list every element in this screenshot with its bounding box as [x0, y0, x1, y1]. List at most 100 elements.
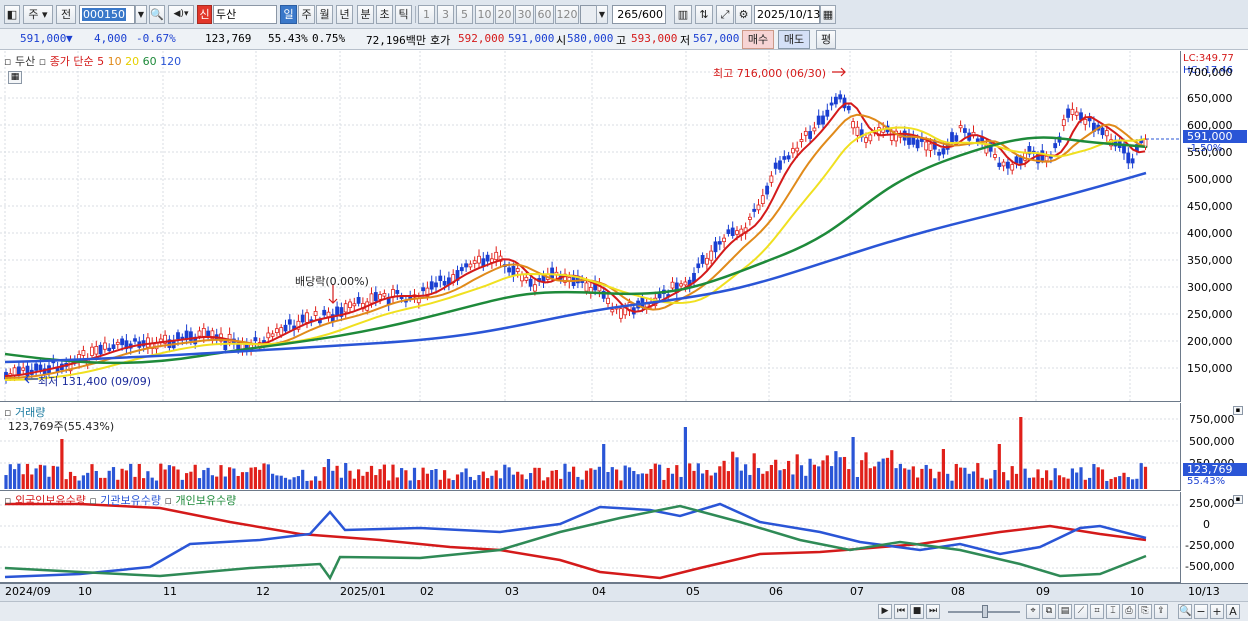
- candle-body: [1130, 158, 1135, 164]
- zoom-slider-thumb[interactable]: [982, 605, 988, 618]
- scroll-right-icon[interactable]: ▶: [878, 604, 892, 619]
- candle-body: [855, 126, 860, 136]
- code-dropdown-icon[interactable]: ▼: [135, 5, 147, 24]
- legend-bullet-icon: ▫: [4, 55, 12, 68]
- interval-1-button[interactable]: 1: [418, 5, 435, 24]
- volume-bar: [1023, 468, 1027, 489]
- volume-bar: [4, 475, 8, 489]
- institution-holdings-line: [4, 502, 1147, 579]
- tool-grid-icon[interactable]: ▤: [1058, 604, 1072, 619]
- holdings-chart[interactable]: [0, 492, 1180, 582]
- candle-body: [133, 338, 137, 342]
- volume-bar: [516, 471, 520, 489]
- volume-bar: [812, 464, 816, 489]
- candle-body: [352, 303, 357, 307]
- volume-bar: [64, 479, 68, 489]
- sell-button[interactable]: 매도: [778, 30, 810, 49]
- calendar-icon[interactable]: ▦: [820, 5, 836, 24]
- scroll-first-icon[interactable]: ⏮: [894, 604, 908, 619]
- search-icon[interactable]: 🔍: [149, 5, 165, 24]
- buy-button[interactable]: 매수: [742, 30, 774, 49]
- zoom-out-icon[interactable]: −: [1194, 604, 1208, 619]
- candle-body: [795, 147, 800, 152]
- zoom-in-icon[interactable]: +: [1210, 604, 1224, 619]
- volume-bar: [855, 476, 859, 489]
- tool-print-icon[interactable]: ⎙: [1122, 604, 1136, 619]
- tool-export-icon[interactable]: ⇪: [1154, 604, 1168, 619]
- interval-10-button[interactable]: 10: [475, 5, 494, 24]
- volume-bar: [185, 473, 189, 489]
- candle-body: [421, 287, 426, 292]
- legend-bullet-icon: ▫: [89, 494, 97, 507]
- tool-crosshair-icon[interactable]: ⌖: [1026, 604, 1040, 619]
- candle-body: [81, 350, 86, 356]
- period-day-button[interactable]: 일: [280, 5, 297, 24]
- volume-bar: [271, 473, 275, 489]
- volume-bar: [477, 475, 481, 489]
- date-input[interactable]: 2025/10/13: [754, 5, 820, 24]
- tool-label-icon[interactable]: ⌶: [1106, 604, 1120, 619]
- tool-overlap-icon[interactable]: ⧉: [1042, 604, 1056, 619]
- period-minute-button[interactable]: 분: [357, 5, 374, 24]
- candle-body: [997, 162, 1002, 167]
- interval-20-button[interactable]: 20: [495, 5, 514, 24]
- candle-body: [550, 267, 554, 279]
- evaluate-button[interactable]: 평: [816, 30, 836, 49]
- stock-name-field[interactable]: 두산: [213, 5, 277, 24]
- sound-icon[interactable]: ◀)▾: [168, 5, 194, 24]
- volume-bar: [683, 427, 687, 489]
- indicator-menu-icon[interactable]: ▦: [8, 71, 22, 84]
- candle-type-icon[interactable]: ▥: [674, 5, 692, 24]
- high-price: 593,000: [631, 32, 678, 45]
- period-year-button[interactable]: 년: [336, 5, 353, 24]
- period-month-button[interactable]: 월: [316, 5, 333, 24]
- volume-bar: [507, 467, 511, 489]
- volume-chart[interactable]: [0, 403, 1180, 490]
- market-select[interactable]: 주 ▾: [23, 5, 53, 24]
- price-tick-label: 650,000: [1187, 92, 1233, 105]
- ma-60-line: [4, 136, 1148, 365]
- candle-body: [915, 139, 920, 149]
- stop-icon[interactable]: ■: [910, 604, 924, 619]
- prev-button[interactable]: 전: [56, 5, 76, 24]
- candle-body: [459, 267, 464, 272]
- window-menu-icon[interactable]: ◧: [4, 5, 20, 24]
- period-week-button[interactable]: 주: [298, 5, 315, 24]
- tool-period-icon[interactable]: ⌗: [1090, 604, 1104, 619]
- interval-5-button[interactable]: 5: [456, 5, 473, 24]
- drawing-icon[interactable]: ⤢: [716, 5, 734, 24]
- candle-body: [683, 281, 688, 286]
- volume-ratio: 55.43%: [268, 32, 308, 45]
- volume-panel-close-icon[interactable]: ▪: [1233, 406, 1243, 415]
- scroll-last-icon[interactable]: ⏭: [926, 604, 940, 619]
- candle-body: [438, 275, 443, 281]
- holdings-panel-close-icon[interactable]: ▪: [1233, 495, 1243, 504]
- tool-copy-icon[interactable]: ⎘: [1138, 604, 1152, 619]
- volume-bar: [197, 478, 202, 489]
- interval-3-button[interactable]: 3: [437, 5, 454, 24]
- settings-icon[interactable]: ⚙: [735, 5, 752, 24]
- candle-body: [1018, 157, 1023, 164]
- volume-bar: [374, 475, 378, 489]
- volume-bar: [903, 468, 907, 489]
- volume-bar: [51, 465, 55, 489]
- stock-code-input[interactable]: 000150: [79, 5, 135, 24]
- interval-60-button[interactable]: 60: [535, 5, 554, 24]
- volume-bar: [111, 467, 116, 489]
- interval-30-button[interactable]: 30: [515, 5, 534, 24]
- candle-body: [103, 342, 107, 350]
- tool-trend-icon[interactable]: ⟋: [1074, 604, 1088, 619]
- price-chart[interactable]: [0, 51, 1180, 401]
- period-tick-button[interactable]: 틱: [395, 5, 412, 24]
- font-size-icon[interactable]: A: [1226, 604, 1240, 619]
- volume-axis: ▪ 750,000 500,000 250,000 123,769 55.43%: [1180, 403, 1248, 491]
- interval-120-button[interactable]: 120: [555, 5, 579, 24]
- volume-bar: [322, 467, 326, 489]
- interval-dropdown-icon[interactable]: ▼: [596, 5, 608, 24]
- zoom-search-icon[interactable]: 🔍: [1178, 604, 1192, 619]
- count-input[interactable]: 265/600: [612, 5, 666, 24]
- volume-bar: [529, 473, 533, 489]
- period-second-button[interactable]: 초: [376, 5, 393, 24]
- x-tick-label: 12: [256, 585, 270, 598]
- compare-icon[interactable]: ⇅: [695, 5, 713, 24]
